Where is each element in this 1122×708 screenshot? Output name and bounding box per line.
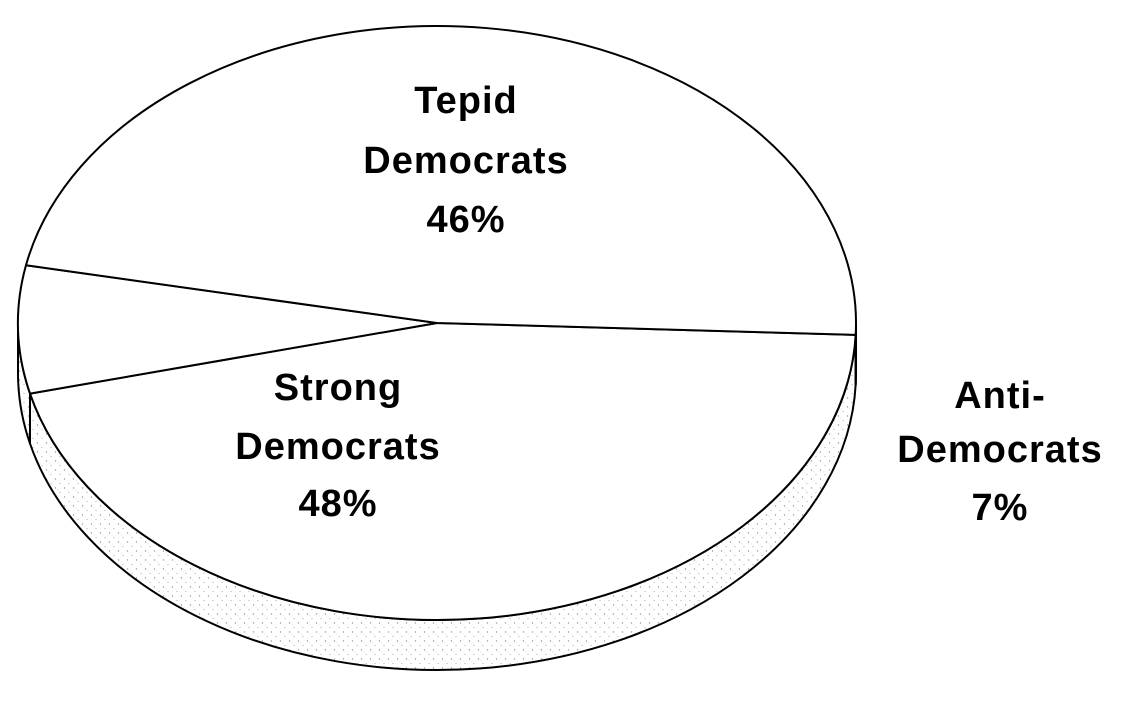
slice-label-name-line1: Strong xyxy=(274,367,402,409)
pie-slice-anti-democrats xyxy=(16,264,438,395)
slice-label-name-line1: Tepid xyxy=(414,80,518,122)
pie-slice-strong-democrats xyxy=(24,25,857,336)
pie-top-layer xyxy=(16,25,857,621)
slice-value-label: 46% xyxy=(426,199,505,241)
slice-value-label: 7% xyxy=(972,487,1029,529)
slice-label-name-line2: Democrats xyxy=(235,426,440,468)
slice-label-name-line2: Democrats xyxy=(363,140,568,182)
slice-label-name-line2: Democrats xyxy=(897,429,1102,471)
pie-slice-tepid-democrats xyxy=(29,322,857,621)
slice-label-name-line1: Anti- xyxy=(954,375,1046,417)
slice-value-label: 48% xyxy=(298,483,377,525)
